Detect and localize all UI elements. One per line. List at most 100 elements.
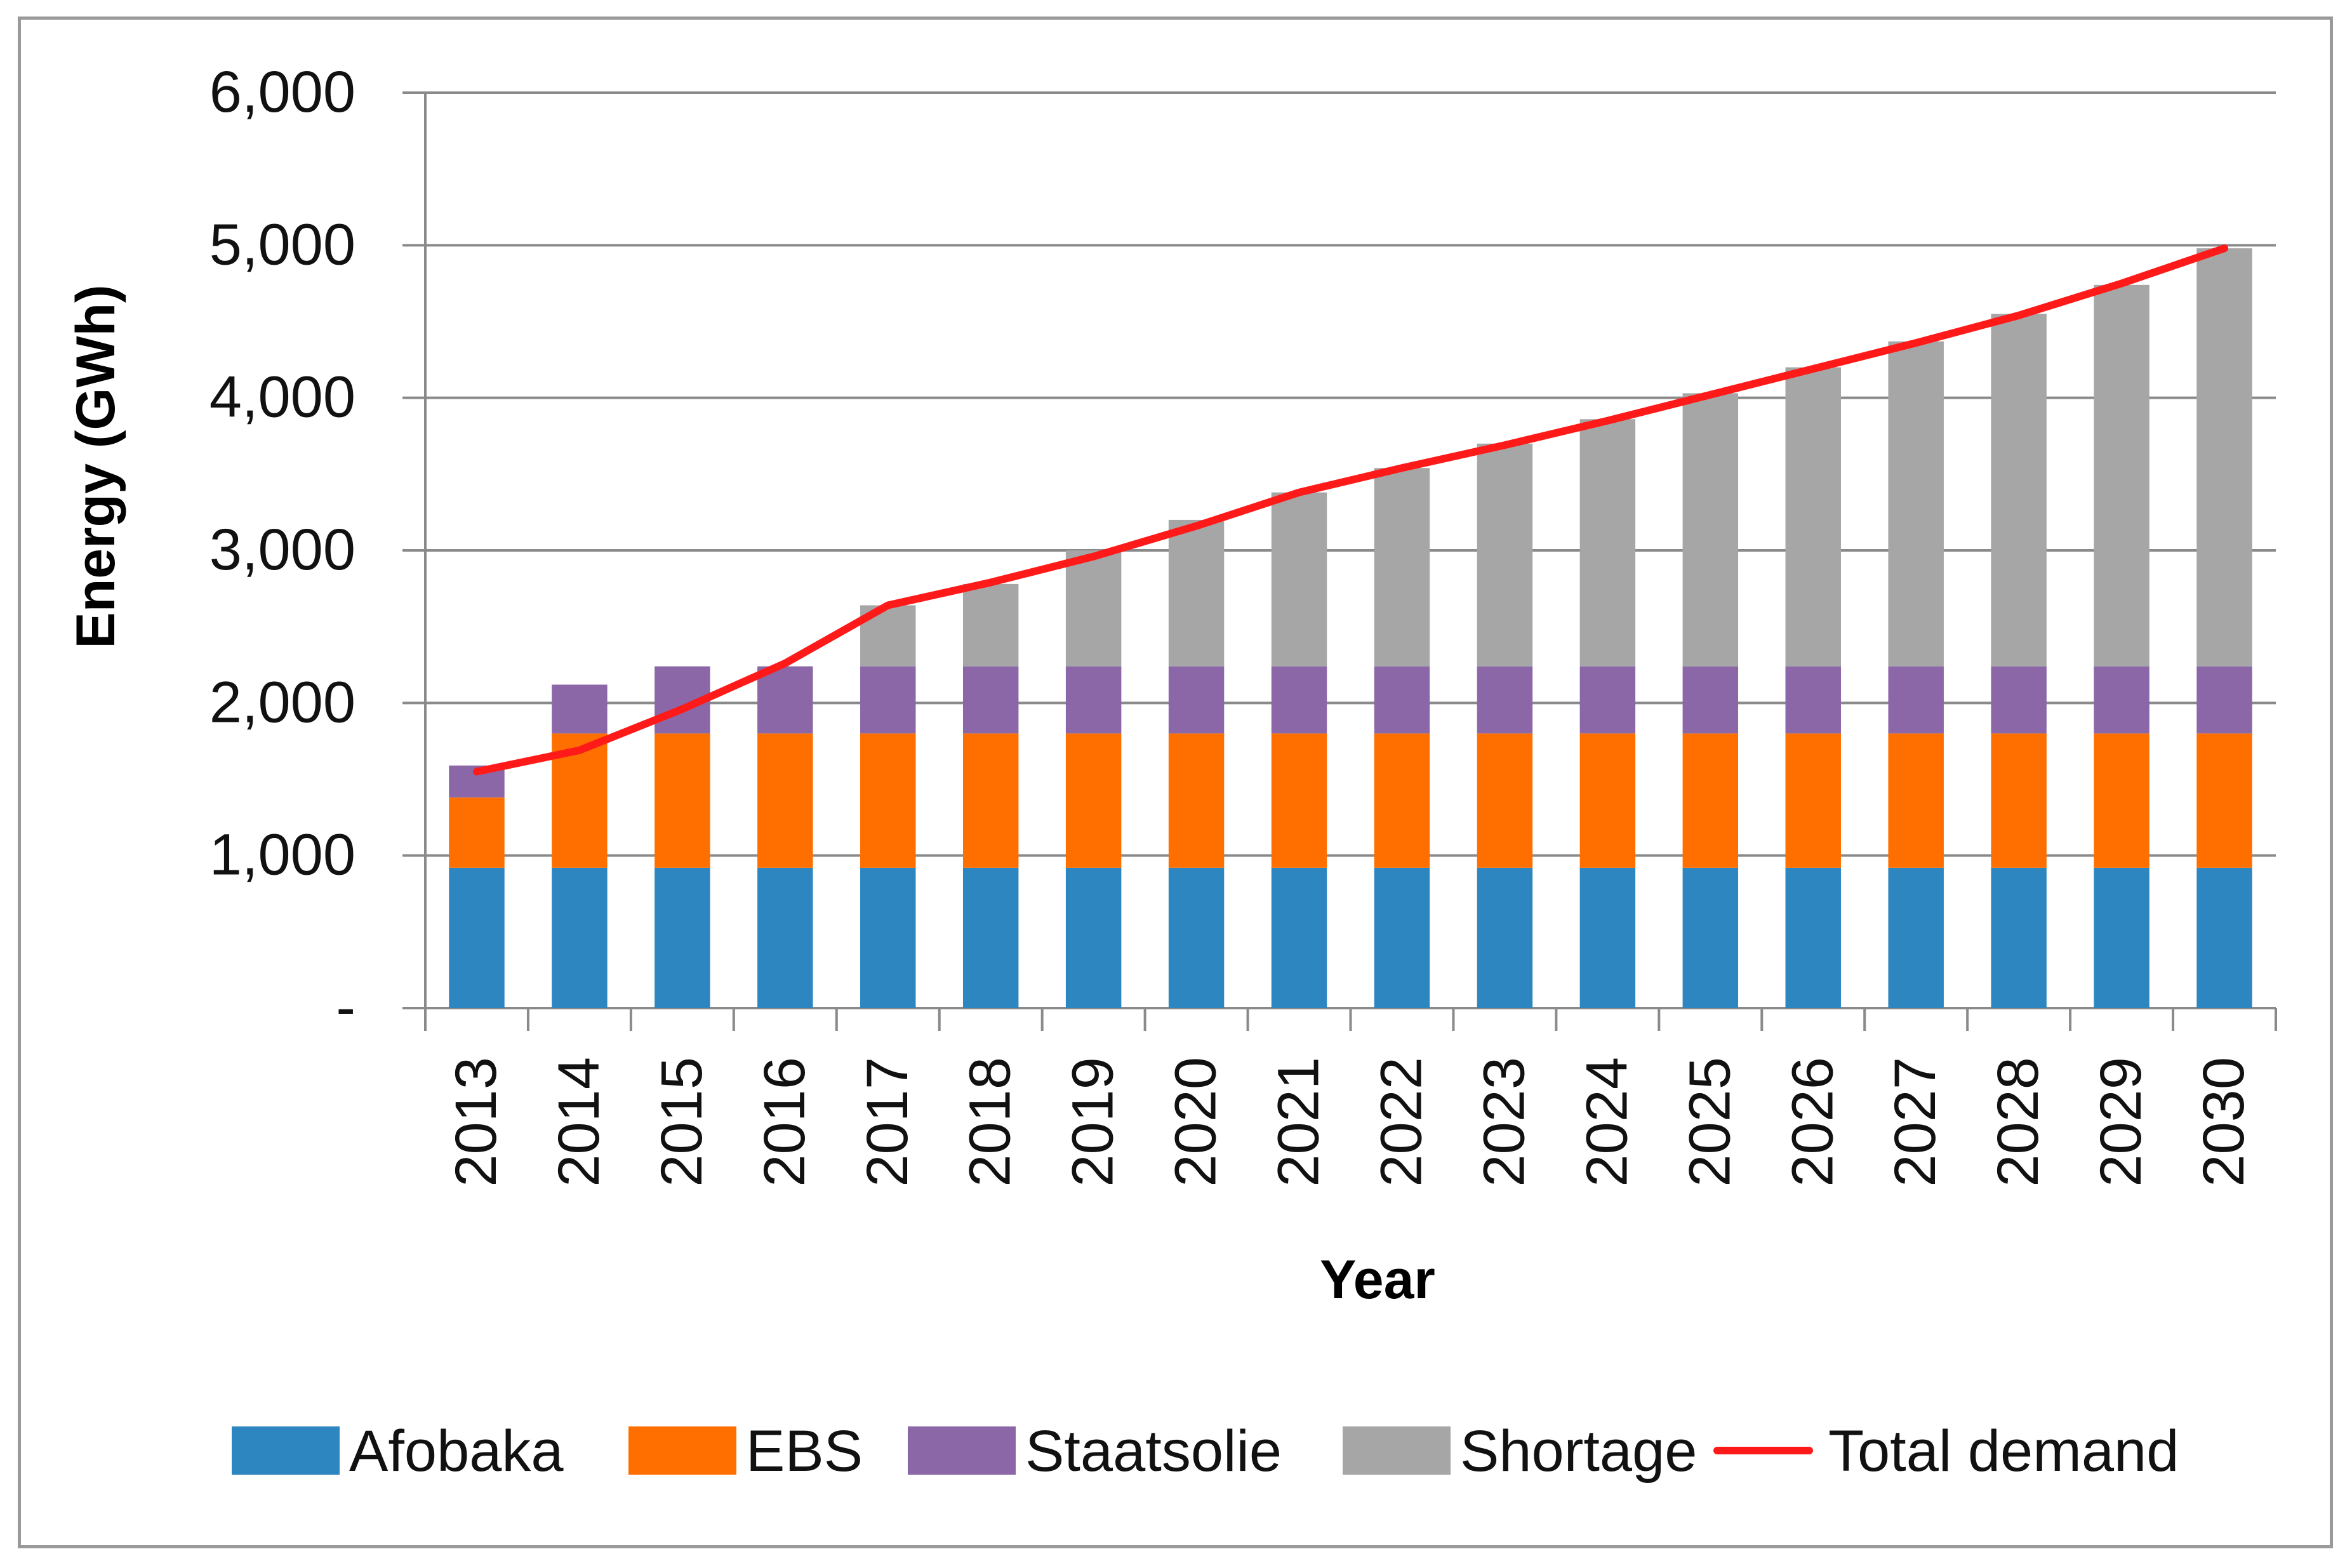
bar-segment-shortage (1682, 393, 1739, 667)
x-tick-label: 2018 (958, 1057, 1023, 1187)
bar-segment-ebs (1374, 733, 1430, 868)
bar-segment-staatsolie (962, 666, 1019, 734)
y-tick-label: - (336, 975, 355, 1040)
y-tick-label: 2,000 (209, 670, 355, 734)
bar-segment-shortage (1168, 519, 1225, 667)
x-tick-label: 2021 (1266, 1057, 1331, 1187)
bar-segment-staatsolie (1374, 666, 1430, 734)
bar-segment-afobaka (552, 867, 608, 1008)
x-tick-label: 2026 (1780, 1057, 1845, 1187)
y-axis-title: Energy (GWh) (65, 284, 126, 648)
x-tick-label: 2027 (1883, 1057, 1948, 1187)
bar-segment-ebs (1991, 733, 2047, 868)
bar-segment-afobaka (449, 867, 505, 1008)
bar-segment-afobaka (1374, 867, 1430, 1008)
bar-segment-afobaka (757, 867, 813, 1008)
y-tick-label: 1,000 (209, 823, 355, 887)
bar-segment-shortage (2196, 248, 2252, 667)
legend-swatch-staatsolie (908, 1426, 1016, 1475)
bar-segment-staatsolie (1888, 666, 1944, 734)
y-tick-label: 4,000 (209, 365, 355, 430)
bar-segment-afobaka (1168, 867, 1225, 1008)
bar-segment-staatsolie (1477, 666, 1533, 734)
bar-segment-shortage (1477, 443, 1533, 667)
x-tick-label: 2020 (1164, 1057, 1228, 1187)
legend-swatch-shortage (1343, 1426, 1451, 1475)
x-tick-label: 2025 (1677, 1057, 1742, 1187)
bar-segment-afobaka (1991, 867, 2047, 1008)
bar-segment-afobaka (1579, 867, 1636, 1008)
bar-segment-shortage (2094, 284, 2149, 667)
x-tick-label: 2013 (444, 1057, 508, 1187)
bar-segment-afobaka (1065, 867, 1122, 1008)
bar-segment-shortage (1374, 468, 1430, 667)
legend-label-staatsolie: Staatsolie (1025, 1419, 1282, 1484)
legend-label-afobaka: Afobaka (349, 1419, 564, 1484)
bar-segment-ebs (1168, 733, 1225, 868)
bar-segment-afobaka (962, 867, 1019, 1008)
x-axis-title: Year (1320, 1249, 1435, 1310)
bar-segment-ebs (1888, 733, 1944, 868)
x-tick-label: 2019 (1061, 1057, 1126, 1187)
bar-segment-ebs (2196, 733, 2252, 868)
bar-segment-afobaka (1477, 867, 1533, 1008)
bar-segment-shortage (1579, 419, 1636, 667)
x-tick-label: 2017 (855, 1057, 920, 1187)
bar-segment-afobaka (860, 867, 916, 1008)
bar-segment-staatsolie (552, 684, 608, 734)
bar-segment-afobaka (1682, 867, 1739, 1008)
bar-segment-afobaka (1888, 867, 1944, 1008)
bar-segment-ebs (1682, 733, 1739, 868)
bar-segment-afobaka (2094, 867, 2149, 1008)
bar-segment-ebs (1785, 733, 1841, 868)
x-tick-label: 2022 (1369, 1057, 1433, 1187)
bar-segment-staatsolie (2094, 666, 2149, 734)
bar-segment-shortage (1888, 341, 1944, 667)
y-tick-label: 6,000 (209, 60, 355, 124)
x-tick-label: 2023 (1472, 1057, 1536, 1187)
bar-segment-ebs (1065, 733, 1122, 868)
bar-segment-ebs (449, 797, 505, 868)
bar-segment-shortage (962, 583, 1019, 667)
legend-label-ebs: EBS (746, 1419, 863, 1484)
bar-segment-ebs (1477, 733, 1533, 868)
bar-segment-ebs (757, 733, 813, 868)
bar-segment-shortage (1785, 367, 1841, 667)
x-tick-label: 2030 (2191, 1057, 2256, 1187)
bar-segment-ebs (654, 733, 710, 868)
bar-segment-afobaka (1785, 867, 1841, 1008)
x-tick-label: 2024 (1574, 1057, 1639, 1187)
x-tick-label: 2014 (547, 1057, 611, 1187)
bar-segment-staatsolie (1991, 666, 2047, 734)
bar-segment-staatsolie (1785, 666, 1841, 734)
legend-label-total-demand: Total demand (1828, 1419, 2179, 1484)
bar-segment-staatsolie (1271, 666, 1327, 734)
bar-segment-shortage (1271, 492, 1327, 667)
bar-segment-staatsolie (1579, 666, 1636, 734)
x-tick-label: 2015 (649, 1057, 714, 1187)
legend-swatch-ebs (628, 1426, 736, 1475)
bar-segment-staatsolie (2196, 666, 2252, 734)
bar-segment-shortage (1065, 550, 1122, 667)
bar-segment-staatsolie (1682, 666, 1739, 734)
bar-segment-ebs (1271, 733, 1327, 868)
bar-segment-staatsolie (1065, 666, 1122, 734)
bar-segment-ebs (860, 733, 916, 868)
bar-segment-shortage (1991, 314, 2047, 667)
bar-segment-ebs (962, 733, 1019, 868)
bar-segment-staatsolie (860, 666, 916, 734)
bar-segment-ebs (1579, 733, 1636, 868)
legend-label-shortage: Shortage (1460, 1419, 1697, 1484)
x-tick-label: 2028 (1986, 1057, 2050, 1187)
bar-segment-afobaka (654, 867, 710, 1008)
bar-segment-ebs (2094, 733, 2149, 868)
y-tick-label: 3,000 (209, 517, 355, 582)
x-tick-label: 2029 (2089, 1057, 2153, 1187)
x-tick-label: 2016 (752, 1057, 817, 1187)
y-tick-label: 5,000 (209, 212, 355, 277)
bar-segment-afobaka (2196, 867, 2252, 1008)
legend-swatch-afobaka (232, 1426, 340, 1475)
total-demand-line (472, 244, 2229, 776)
